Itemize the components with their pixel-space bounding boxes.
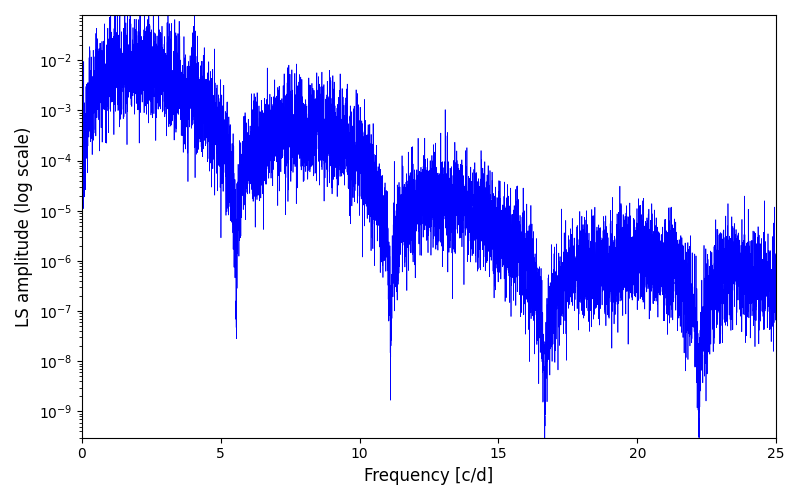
- X-axis label: Frequency [c/d]: Frequency [c/d]: [364, 467, 494, 485]
- Y-axis label: LS amplitude (log scale): LS amplitude (log scale): [15, 126, 33, 326]
